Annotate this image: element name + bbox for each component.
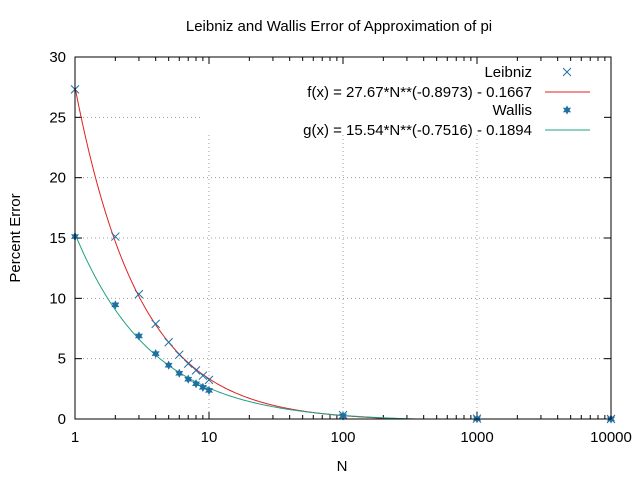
wallis-point [134, 331, 144, 341]
y-axis-label: Percent Error [7, 193, 24, 282]
x-tick-label: 1 [71, 429, 79, 446]
leibniz-point [191, 366, 201, 375]
y-tick-label: 5 [58, 351, 66, 368]
legend-star-marker [562, 105, 572, 115]
wallis-point [111, 300, 120, 310]
y-tick-label: 0 [58, 411, 66, 428]
leibniz-point [164, 337, 174, 347]
leibniz-point [174, 350, 184, 360]
leibniz-point [151, 319, 161, 329]
wallis-point [151, 348, 160, 359]
chart-title: Leibniz and Wallis Error of Approximatio… [186, 18, 492, 35]
wallis-point [191, 378, 201, 389]
y-tick-label: 20 [49, 170, 66, 187]
leibniz-point [204, 375, 214, 385]
wallis-point [175, 368, 184, 379]
legend-label: Wallis [493, 102, 532, 119]
wallis-point [184, 374, 193, 384]
wallis-point [164, 360, 173, 370]
legend-label: g(x) = 15.54*N**(-0.7516) - 0.1894 [303, 122, 532, 139]
fit-curves [74, 87, 416, 420]
wallis-point [204, 385, 214, 396]
x-tick-label: 100 [330, 429, 355, 446]
x-tick-label: 10000 [590, 429, 632, 446]
y-tick-label: 10 [49, 290, 66, 307]
leibniz-point [134, 289, 144, 299]
y-tick-label: 25 [49, 109, 66, 126]
wallis-point [198, 382, 208, 393]
legend-label: Leibniz [484, 64, 532, 81]
x-axis-label: N [337, 458, 348, 475]
y-tick-label: 15 [49, 230, 66, 247]
leibniz-point [183, 359, 193, 368]
x-tick-label: 1000 [460, 429, 493, 446]
fit-curve [74, 233, 416, 420]
wallis-point [338, 411, 348, 421]
legend: Leibniz f(x) = 27.67*N**(-0.8973) - 0.166… [303, 64, 590, 139]
axis-ticks: 0 5 10 15 20 25 30 1 10 100 1000 10000 [49, 49, 632, 446]
grid-lines [75, 116, 611, 419]
x-tick-label: 10 [201, 429, 218, 446]
leibniz-point [198, 371, 208, 381]
leibniz-point [110, 232, 120, 241]
legend-x-marker [562, 67, 572, 77]
plot-frame [74, 56, 612, 420]
y-tick-label: 30 [49, 49, 66, 66]
legend-label: f(x) = 27.67*N**(-0.8973) - 0.1667 [307, 84, 532, 101]
